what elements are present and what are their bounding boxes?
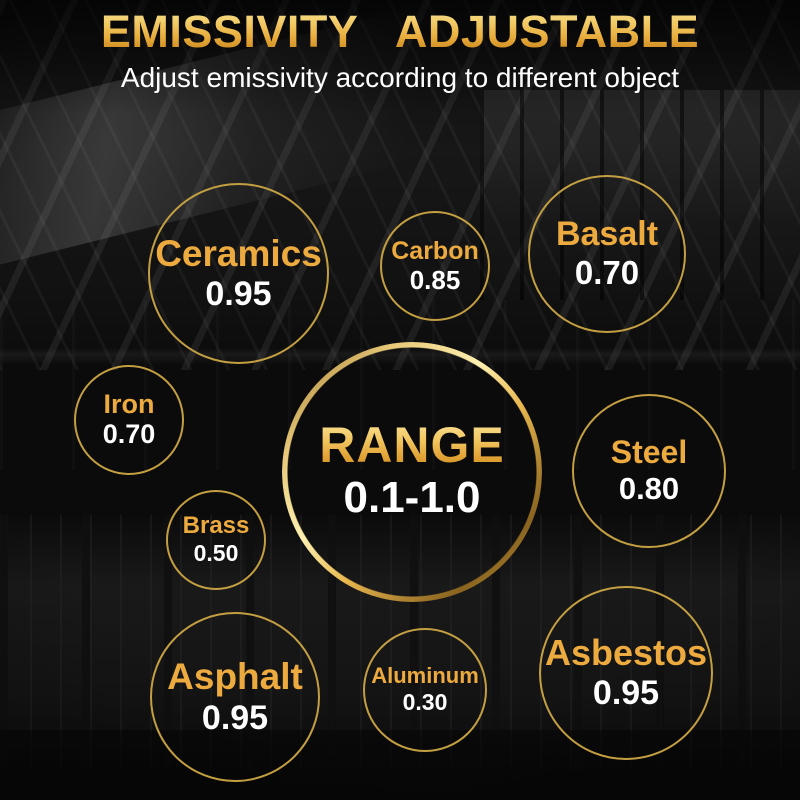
material-value: 0.70: [102, 419, 156, 450]
material-value: 0.70: [574, 253, 640, 291]
page-title: EMISSIVITY ADJUSTABLE: [0, 6, 800, 58]
material-circle-brass: Brass 0.50: [166, 490, 266, 590]
material-value: 0.85: [409, 264, 461, 295]
material-name: Asphalt: [167, 656, 303, 698]
material-value: 0.30: [402, 688, 448, 715]
material-name: Steel: [610, 433, 688, 470]
range-circle-ring: [282, 342, 542, 602]
material-circle-ceramics: Ceramics 0.95: [148, 183, 329, 364]
material-circle-steel: Steel 0.80: [572, 394, 726, 548]
material-name: Aluminum: [371, 663, 479, 689]
material-name: Brass: [182, 512, 250, 539]
material-value: 0.95: [592, 674, 660, 713]
material-name: Ceramics: [155, 232, 322, 274]
header: EMISSIVITY ADJUSTABLE Adjust emissivity …: [0, 6, 800, 94]
material-name: Basalt: [555, 215, 659, 254]
page-subtitle: Adjust emissivity according to different…: [120, 62, 680, 93]
material-circle-iron: Iron 0.70: [74, 365, 184, 475]
material-value: 0.50: [193, 539, 239, 566]
material-name: Carbon: [391, 236, 479, 265]
material-circle-carbon: Carbon 0.85: [380, 211, 490, 321]
material-circle-aluminum: Aluminum 0.30: [363, 628, 487, 752]
material-circle-asbestos: Asbestos 0.95: [539, 586, 713, 760]
material-value: 0.95: [205, 275, 272, 314]
range-circle: RANGE 0.1-1.0: [282, 342, 542, 602]
material-circle-basalt: Basalt 0.70: [528, 175, 686, 333]
material-circle-asphalt: Asphalt 0.95: [150, 612, 320, 782]
material-value: 0.80: [618, 470, 680, 506]
material-name: Iron: [103, 388, 155, 419]
material-value: 0.95: [201, 698, 269, 737]
material-name: Asbestos: [544, 631, 708, 673]
